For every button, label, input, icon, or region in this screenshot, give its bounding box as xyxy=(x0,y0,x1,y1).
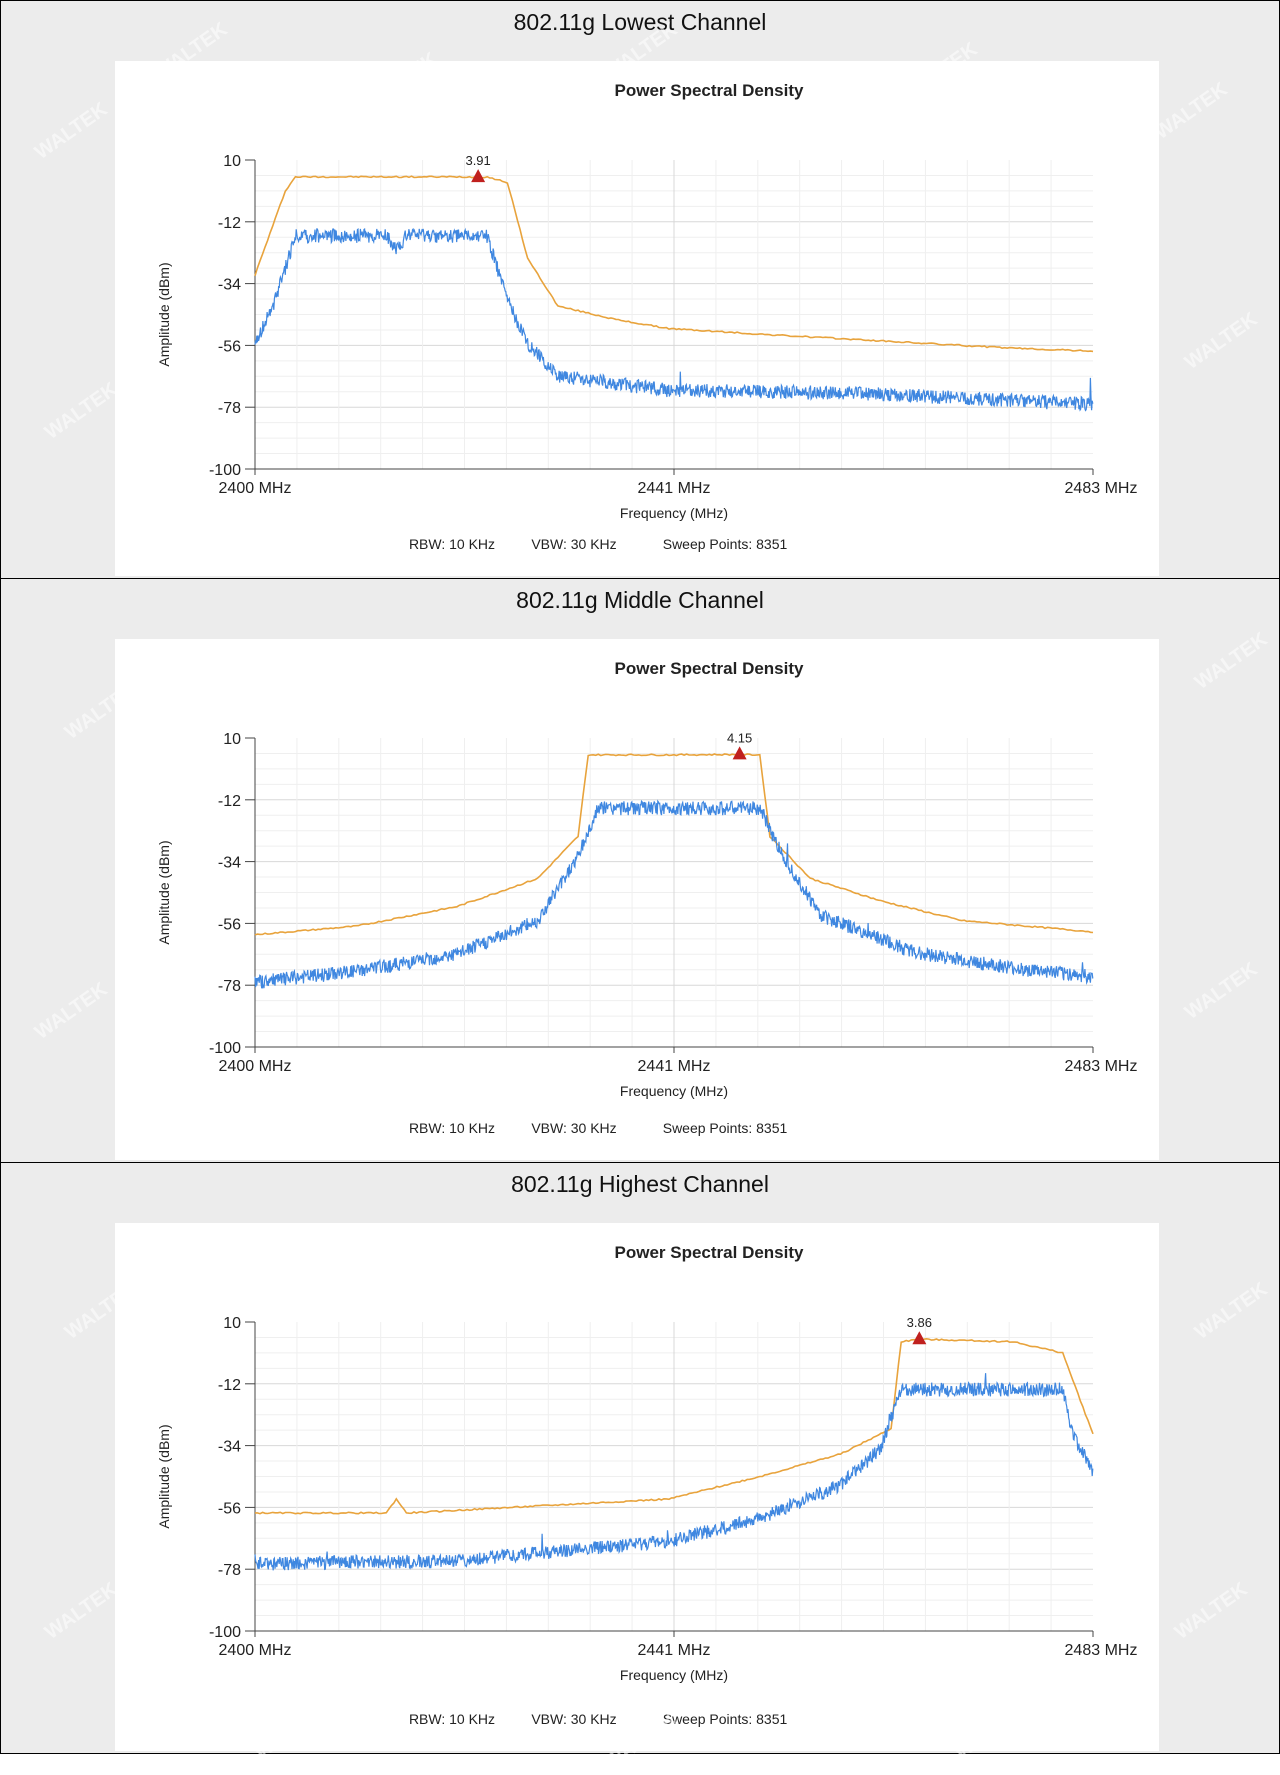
sweep-points-label: Sweep Points: 8351 xyxy=(663,1711,788,1727)
series-line-orange xyxy=(255,1337,1094,1515)
y-tick-label: -12 xyxy=(218,215,241,232)
y-tick-label: -12 xyxy=(218,1377,241,1394)
peak-marker-label: 3.86 xyxy=(907,1315,932,1330)
y-tick-label: 10 xyxy=(223,1315,241,1332)
vbw-label: VBW: 30 KHz xyxy=(531,1120,616,1136)
peak-marker-label: 3.91 xyxy=(465,153,490,168)
chart-panel: Power Spectral Density 10 -12 -34 -56 -78 -100… xyxy=(115,1223,1159,1751)
y-axis-label: Amplitude (dBm) xyxy=(156,840,172,944)
y-tick-label: 10 xyxy=(223,153,241,170)
y-tick-label: -100 xyxy=(209,1040,241,1057)
y-tick-label: -34 xyxy=(218,277,241,294)
series-line-blue xyxy=(254,227,1094,412)
x-tick-label: 2483 MHz xyxy=(1065,1058,1138,1075)
x-tick-label: 2441 MHz xyxy=(638,480,711,497)
x-tick-label: 2483 MHz xyxy=(1065,1642,1138,1659)
cell-title: 802.11g Middle Channel xyxy=(516,587,764,613)
y-tick-label: -12 xyxy=(218,793,241,810)
vbw-label: VBW: 30 KHz xyxy=(531,536,616,552)
y-tick-label: 10 xyxy=(223,731,241,748)
sweep-points-label: Sweep Points: 8351 xyxy=(663,536,788,552)
x-axis-label: Frequency (MHz) xyxy=(620,505,728,521)
y-axis-label: Amplitude (dBm) xyxy=(156,1424,172,1528)
series-line-orange xyxy=(254,752,1094,936)
y-tick-label: -100 xyxy=(209,462,241,479)
chart-panel: Power Spectral Density 10 -12 -34 -56 -78 -100… xyxy=(115,639,1159,1160)
cell-title: 802.11g Highest Channel xyxy=(511,1171,769,1197)
rbw-label: RBW: 10 KHz xyxy=(409,1120,495,1136)
psd-chart-highest: Power Spectral Density 10 -12 -34 -56 -78 -100… xyxy=(156,1243,1138,1727)
series-line-orange xyxy=(254,175,1094,353)
x-tick-label: 2400 MHz xyxy=(219,1058,292,1075)
y-tick-label: -56 xyxy=(218,338,241,355)
psd-chart-lowest: Power Spectral Density 10 -12 -34 -56 -78 -100… xyxy=(156,81,1138,552)
y-tick-label: -78 xyxy=(218,400,241,417)
series-line-blue xyxy=(254,1373,1094,1571)
x-axis-label: Frequency (MHz) xyxy=(620,1667,728,1683)
chart-cell-middle: 802.11g Middle Channel Power Spectral De… xyxy=(0,578,1280,1163)
x-tick-label: 2441 MHz xyxy=(638,1058,711,1075)
chart-cell-lowest: 802.11g Lowest Channel Power Spectral De… xyxy=(0,0,1280,579)
chart-title: Power Spectral Density xyxy=(615,659,805,678)
rbw-label: RBW: 10 KHz xyxy=(409,1711,495,1727)
y-tick-label: -78 xyxy=(218,978,241,995)
vbw-label: VBW: 30 KHz xyxy=(531,1711,616,1727)
chart-cell-highest: 802.11g Highest Channel Power Spectral D… xyxy=(0,1162,1280,1754)
grid xyxy=(255,160,1093,469)
sweep-points-label: Sweep Points: 8351 xyxy=(663,1120,788,1136)
x-tick-label: 2400 MHz xyxy=(219,1642,292,1659)
series-line-blue xyxy=(254,799,1094,989)
y-tick-label: -34 xyxy=(218,855,241,872)
y-tick-label: -56 xyxy=(218,916,241,933)
y-axis-label: Amplitude (dBm) xyxy=(156,262,172,366)
grid xyxy=(255,1322,1093,1631)
peak-marker-label: 4.15 xyxy=(727,730,752,745)
chart-panel: Power Spectral Density 10 -12 -34 -56 -78 -100… xyxy=(115,61,1159,576)
x-tick-label: 2483 MHz xyxy=(1065,480,1138,497)
x-axis-label: Frequency (MHz) xyxy=(620,1083,728,1099)
y-tick-label: -56 xyxy=(218,1500,241,1517)
peak-marker xyxy=(732,746,747,760)
rbw-label: RBW: 10 KHz xyxy=(409,536,495,552)
y-tick-label: -78 xyxy=(218,1562,241,1579)
cell-title: 802.11g Lowest Channel xyxy=(513,9,767,35)
chart-title: Power Spectral Density xyxy=(615,1243,805,1262)
x-tick-label: 2441 MHz xyxy=(638,1642,711,1659)
grid xyxy=(255,738,1093,1047)
y-tick-label: -34 xyxy=(218,1439,241,1456)
y-tick-label: -100 xyxy=(209,1624,241,1641)
chart-title: Power Spectral Density xyxy=(615,81,805,100)
psd-chart-middle: Power Spectral Density 10 -12 -34 -56 -78 -100… xyxy=(156,659,1138,1136)
x-tick-label: 2400 MHz xyxy=(219,480,292,497)
peak-marker xyxy=(471,169,486,183)
peak-marker xyxy=(912,1331,927,1345)
